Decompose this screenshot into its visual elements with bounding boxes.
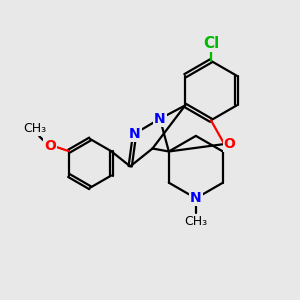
Text: O: O — [44, 139, 56, 153]
Text: Cl: Cl — [203, 35, 219, 50]
Text: CH₃: CH₃ — [184, 215, 207, 228]
Text: O: O — [224, 137, 236, 151]
Text: N: N — [190, 191, 202, 205]
Text: CH₃: CH₃ — [23, 122, 46, 135]
Text: N: N — [129, 127, 140, 141]
Text: N: N — [154, 112, 166, 126]
